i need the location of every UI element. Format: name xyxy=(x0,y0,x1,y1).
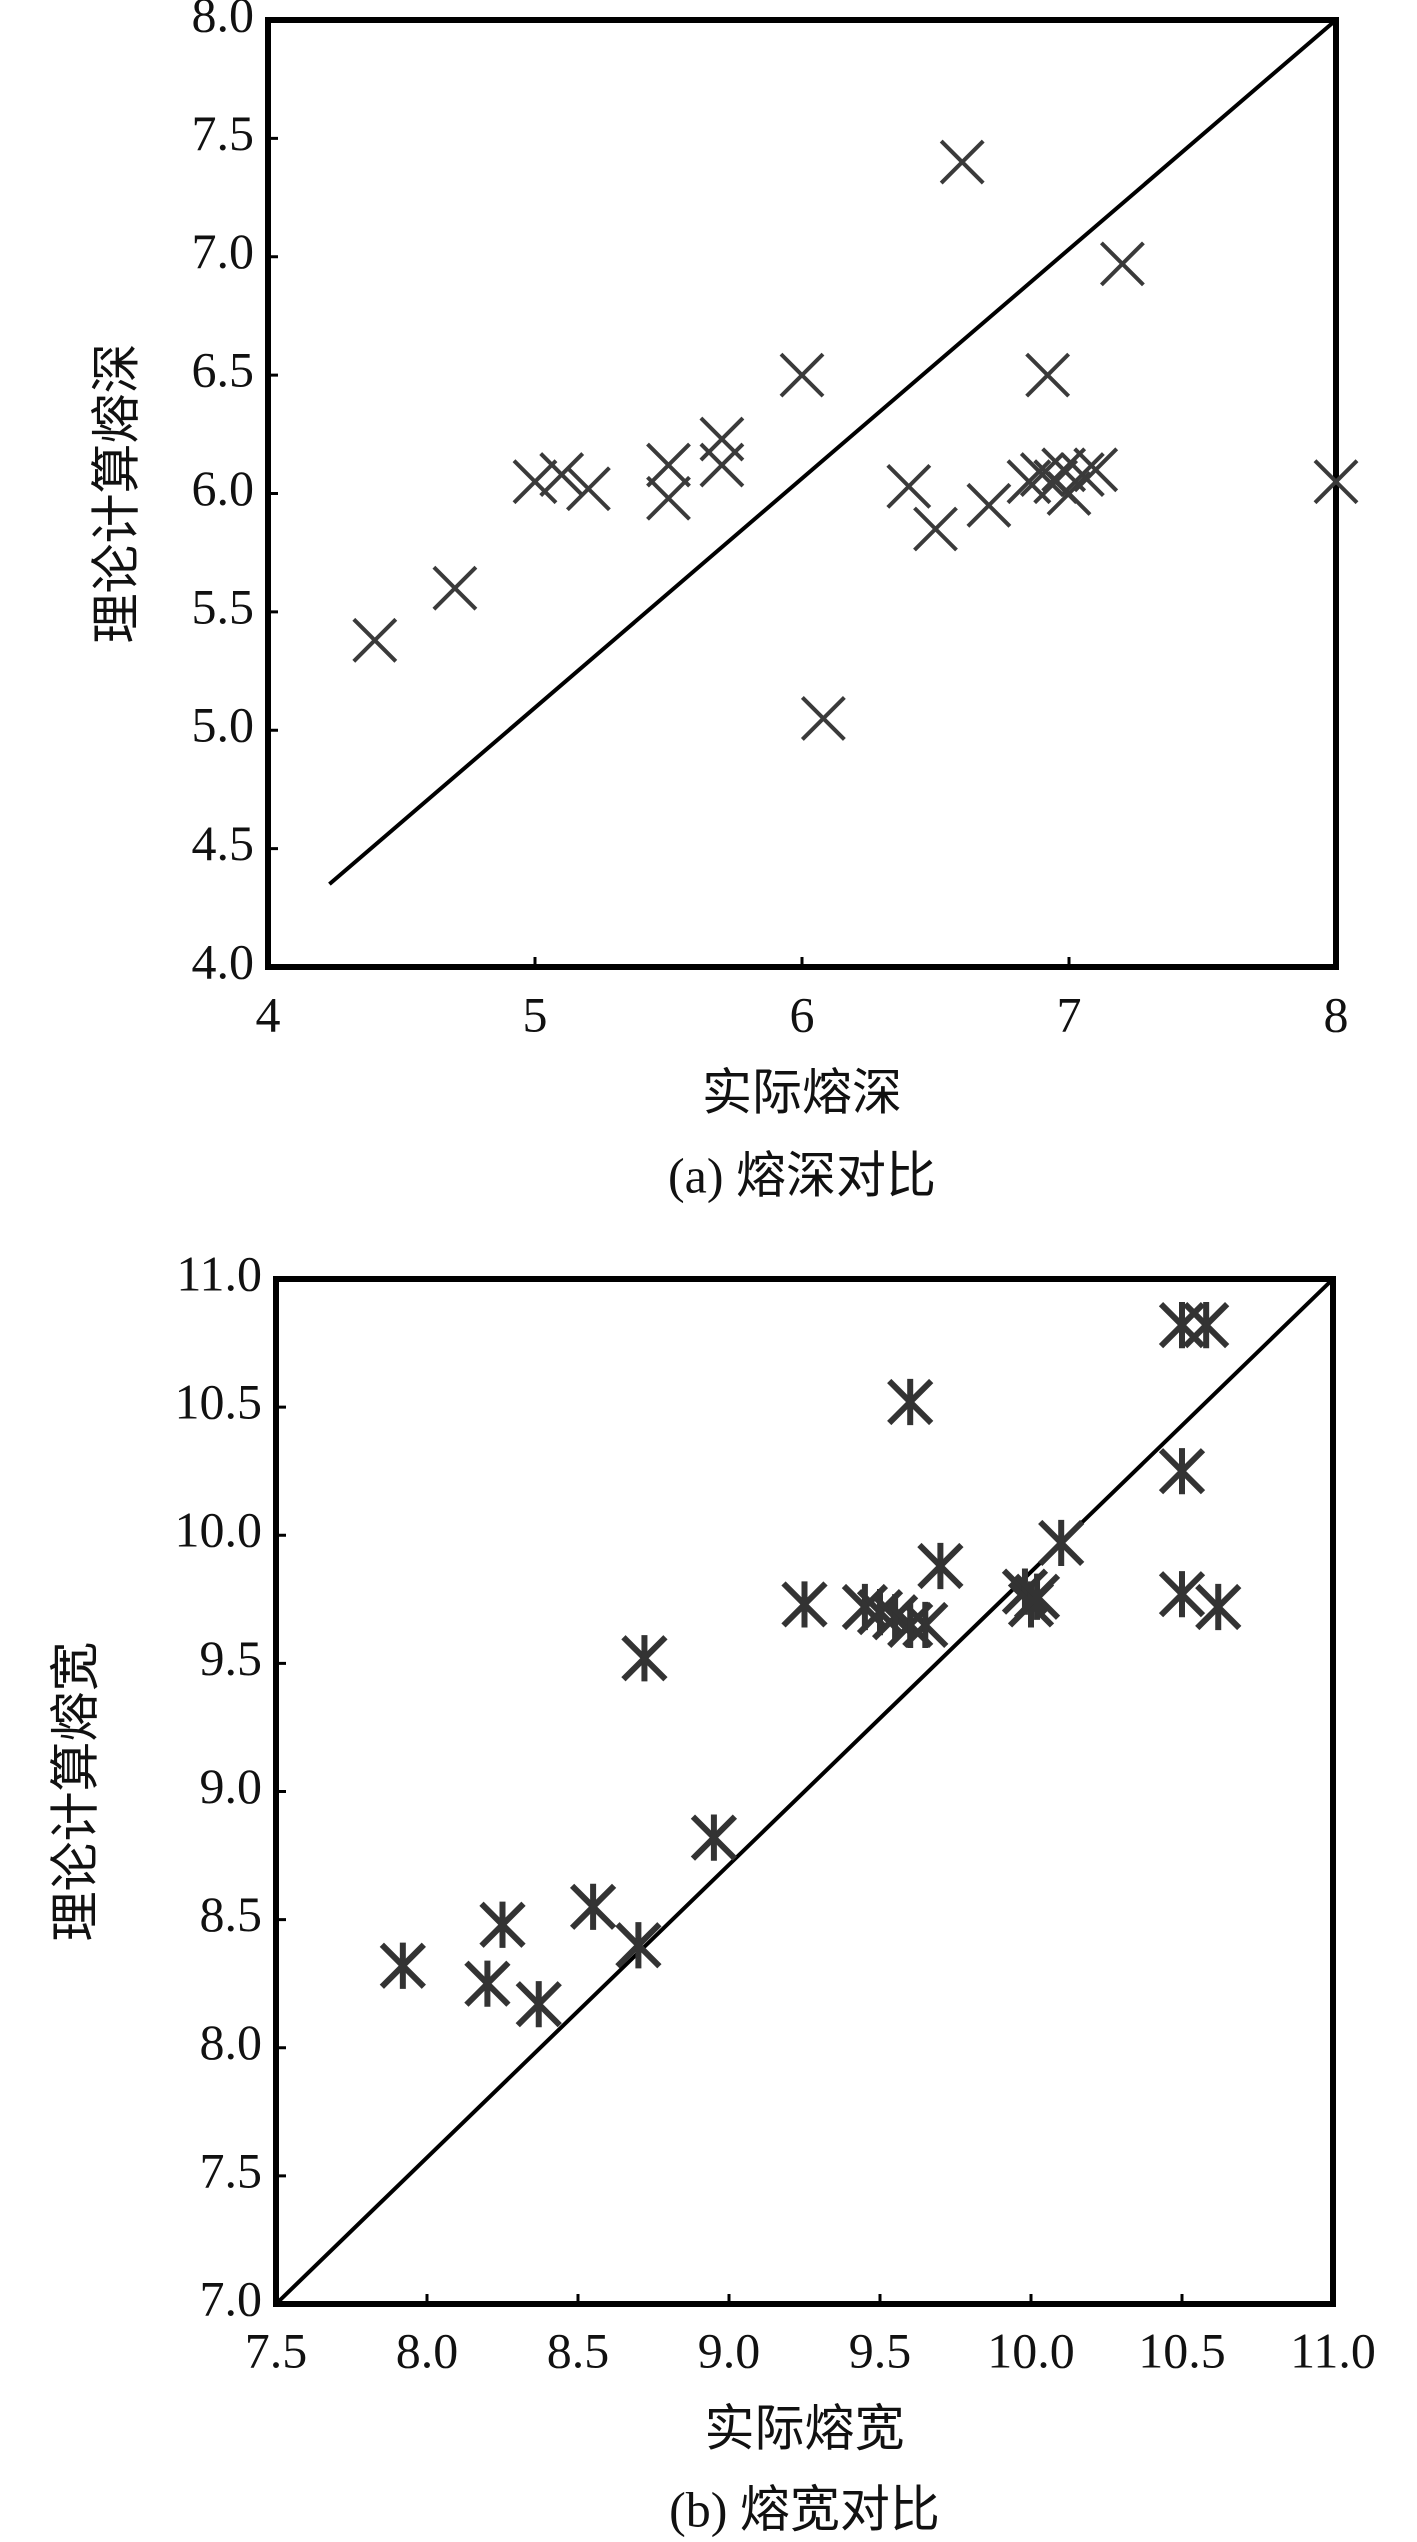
point xyxy=(565,466,611,512)
y-tick-label: 9.5 xyxy=(200,1630,263,1686)
point xyxy=(690,1814,738,1861)
point xyxy=(966,482,1012,528)
point xyxy=(1158,1302,1206,1349)
y-tick-label: 7.5 xyxy=(200,2142,263,2198)
plot-frame xyxy=(273,1276,1336,2307)
point xyxy=(479,1901,526,1948)
point xyxy=(1059,452,1105,497)
x-tick-label: 8.0 xyxy=(396,2322,459,2378)
x-tick-label: 7 xyxy=(1057,986,1082,1042)
point xyxy=(1073,447,1119,493)
point xyxy=(1038,1519,1085,1567)
y-axis-label: 理论计算熔宽 xyxy=(47,1642,103,1942)
y-tick-label: 10.5 xyxy=(175,1374,263,1430)
point xyxy=(917,1542,964,1590)
point xyxy=(1195,1583,1242,1631)
y-tick-label: 8.0 xyxy=(192,0,255,42)
y-tick-label: 7.5 xyxy=(192,105,255,161)
x-tick-label: 9.0 xyxy=(698,2322,761,2378)
x-tick-label: 9.5 xyxy=(849,2322,912,2378)
point xyxy=(539,452,585,497)
point xyxy=(1183,1302,1230,1349)
point xyxy=(432,565,478,611)
y-tick-label: 7.0 xyxy=(192,223,255,279)
y-tick-label: 8.0 xyxy=(200,2014,263,2070)
y-tick-label: 9.0 xyxy=(200,1758,263,1814)
point xyxy=(887,1378,934,1426)
x-tick-label: 11.0 xyxy=(1290,2322,1376,2378)
point xyxy=(646,442,691,488)
x-axis-label: 实际熔深 xyxy=(702,1064,902,1120)
y-tick-label: 11.0 xyxy=(176,1245,262,1301)
point xyxy=(913,506,958,552)
point xyxy=(779,352,825,398)
y-axis-label: 理论计算熔深 xyxy=(88,344,144,644)
point xyxy=(615,1922,662,1969)
point xyxy=(886,463,932,509)
plot-frame xyxy=(265,17,1339,970)
x-tick-label: 4 xyxy=(256,986,281,1042)
point xyxy=(1158,1571,1206,1618)
point xyxy=(512,459,558,505)
point xyxy=(515,1981,562,2028)
x-tick-label: 10.5 xyxy=(1138,2322,1226,2378)
point xyxy=(1013,1573,1061,1620)
x-tick-label: 8 xyxy=(1324,986,1349,1042)
point xyxy=(569,1883,617,1930)
point xyxy=(1041,447,1087,493)
x-tick-label: 5 xyxy=(523,986,548,1042)
y-tick-label: 7.0 xyxy=(200,2270,263,2326)
y-tick-label: 5.0 xyxy=(192,697,255,753)
point xyxy=(699,442,745,488)
x-axis-label: 实际熔宽 xyxy=(705,2400,905,2456)
y-tick-label: 6.5 xyxy=(192,342,255,398)
point xyxy=(1158,1448,1206,1495)
x-tick-label: 10.0 xyxy=(987,2322,1075,2378)
y-tick-label: 5.5 xyxy=(192,578,255,634)
point xyxy=(621,1635,668,1682)
x-tick-label: 7.5 xyxy=(245,2322,308,2378)
point xyxy=(464,1960,511,2007)
point xyxy=(902,1601,949,1649)
y-tick-label: 8.5 xyxy=(200,1886,263,1942)
x-tick-label: 8.5 xyxy=(547,2322,610,2378)
point xyxy=(800,695,846,741)
y-tick-label: 6.0 xyxy=(192,460,255,516)
point xyxy=(1099,241,1145,287)
y-tick-label: 10.0 xyxy=(175,1502,263,1558)
caption: (b) 熔宽对比 xyxy=(669,2481,940,2537)
point xyxy=(699,416,745,462)
y-tick-label: 4.0 xyxy=(192,933,255,989)
caption: (a) 熔深对比 xyxy=(668,1147,936,1203)
point xyxy=(646,475,691,521)
point xyxy=(1313,459,1359,505)
y-tick-label: 4.5 xyxy=(192,815,255,871)
x-tick-label: 6 xyxy=(790,986,815,1042)
point xyxy=(781,1581,828,1628)
point xyxy=(939,139,985,185)
point xyxy=(352,617,398,663)
reference-line xyxy=(274,1277,1335,2306)
point xyxy=(379,1942,426,1989)
reference-line xyxy=(328,18,1338,886)
point xyxy=(1025,352,1071,398)
